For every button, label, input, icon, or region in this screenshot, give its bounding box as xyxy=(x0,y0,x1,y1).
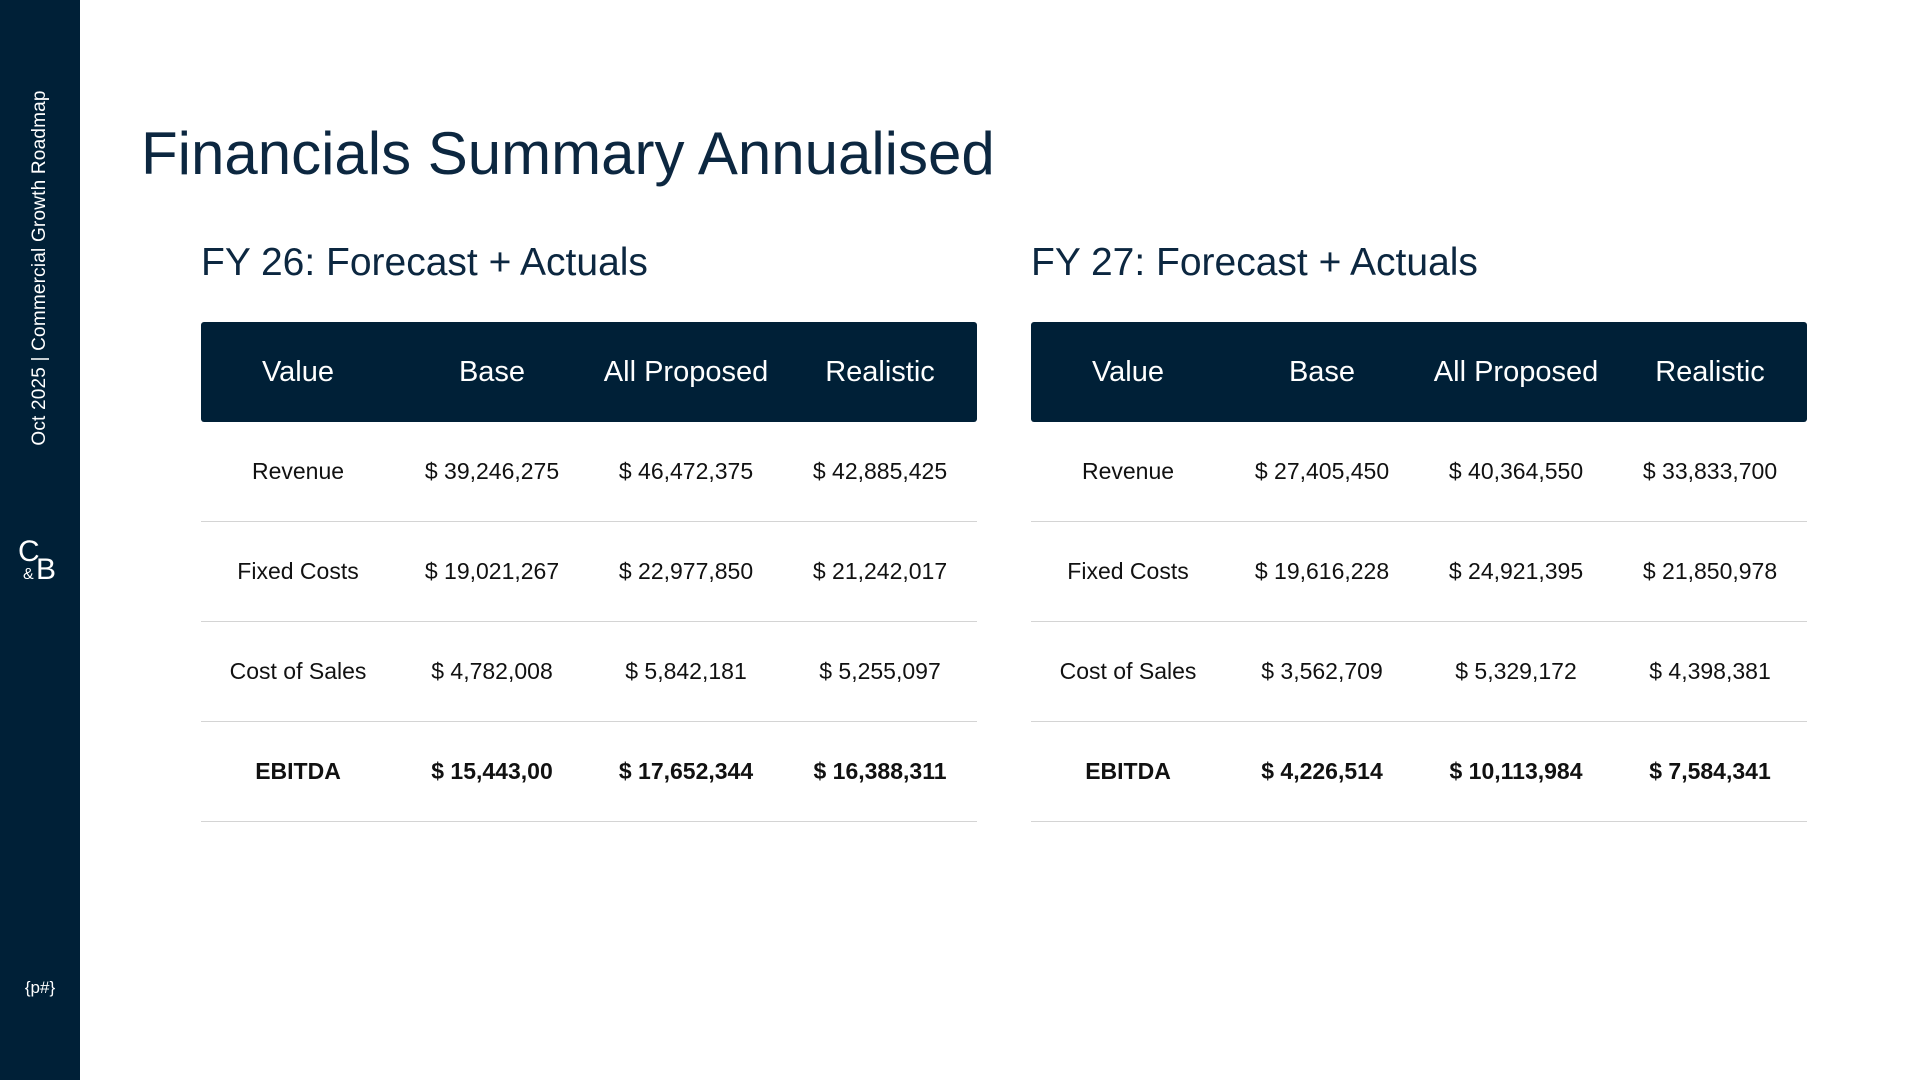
realistic-value: $ 7,584,341 xyxy=(1649,758,1771,784)
logo-ampersand: & xyxy=(23,566,34,583)
fy27-heading: FY 27: Forecast + Actuals xyxy=(1031,241,1478,284)
base-value: $ 15,443,00 xyxy=(431,758,553,784)
column-header-value: Value xyxy=(261,355,335,388)
all-proposed-value: $ 24,921,395 xyxy=(1448,558,1584,584)
sidebar: Oct 2025 | Commercial Growth Roadmap C &… xyxy=(0,0,80,1080)
column-header-base: Base xyxy=(1288,355,1356,388)
table-row-fixed-costs: Fixed Costs $ 19,021,267 $ 22,977,850 $ … xyxy=(201,522,977,622)
sidebar-caption: Oct 2025 | Commercial Growth Roadmap xyxy=(29,90,50,446)
all-proposed-value: $ 46,472,375 xyxy=(618,458,754,484)
fy27-table: Value Base All Proposed Realistic Revenu… xyxy=(1031,322,1807,822)
fy26-table-block: FY 26: Forecast + Actuals Value Base All… xyxy=(201,238,977,822)
cb-logo: C & B xyxy=(14,537,66,593)
logo-letter-c: C xyxy=(18,535,40,568)
realistic-value: $ 16,388,311 xyxy=(813,758,947,784)
row-label: Cost of Sales xyxy=(229,658,367,684)
table-row-revenue: Revenue $ 39,246,275 $ 46,472,375 $ 42,8… xyxy=(201,422,977,522)
all-proposed-value: $ 40,364,550 xyxy=(1448,458,1584,484)
all-proposed-value: $ 17,652,344 xyxy=(618,758,754,784)
column-header-all-proposed: All Proposed xyxy=(603,355,769,388)
table-row-cost-of-sales: Cost of Sales $ 4,782,008 $ 5,842,181 $ … xyxy=(201,622,977,722)
row-label: EBITDA xyxy=(255,758,341,784)
page-title: Financials Summary Annualised xyxy=(141,120,995,187)
table-row-ebitda: EBITDA $ 4,226,514 $ 10,113,984 $ 7,584,… xyxy=(1031,722,1807,822)
fy27-table-block: FY 27: Forecast + Actuals Value Base All… xyxy=(1031,238,1807,822)
logo-letter-b: B xyxy=(36,553,57,586)
realistic-value: $ 33,833,700 xyxy=(1642,458,1778,484)
column-header-realistic: Realistic xyxy=(825,355,935,388)
fy26-heading: FY 26: Forecast + Actuals xyxy=(201,241,648,284)
row-label: Fixed Costs xyxy=(1067,558,1189,584)
base-value: $ 4,226,514 xyxy=(1261,758,1383,784)
all-proposed-value: $ 22,977,850 xyxy=(618,558,754,584)
row-label: Revenue xyxy=(1081,458,1175,484)
base-value: $ 19,616,228 xyxy=(1254,558,1390,584)
base-value: $ 27,405,450 xyxy=(1254,458,1390,484)
realistic-value: $ 42,885,425 xyxy=(812,458,948,484)
row-label: EBITDA xyxy=(1085,758,1171,784)
all-proposed-value: $ 10,113,984 xyxy=(1449,758,1583,784)
table-header-row: Value Base All Proposed Realistic xyxy=(1031,322,1807,422)
table-row-cost-of-sales: Cost of Sales $ 3,562,709 $ 5,329,172 $ … xyxy=(1031,622,1807,722)
column-header-all-proposed: All Proposed xyxy=(1433,355,1599,388)
base-value: $ 39,246,275 xyxy=(424,458,560,484)
column-header-value: Value xyxy=(1091,355,1165,388)
column-header-realistic: Realistic xyxy=(1655,355,1765,388)
column-header-base: Base xyxy=(458,355,526,388)
table-row-ebitda: EBITDA $ 15,443,00 $ 17,652,344 $ 16,388… xyxy=(201,722,977,822)
row-label: Cost of Sales xyxy=(1059,658,1197,684)
realistic-value: $ 4,398,381 xyxy=(1649,658,1771,684)
table-row-revenue: Revenue $ 27,405,450 $ 40,364,550 $ 33,8… xyxy=(1031,422,1807,522)
realistic-value: $ 21,850,978 xyxy=(1642,558,1778,584)
row-label: Fixed Costs xyxy=(237,558,359,584)
realistic-value: $ 21,242,017 xyxy=(812,558,948,584)
row-label: Revenue xyxy=(251,458,345,484)
all-proposed-value: $ 5,329,172 xyxy=(1455,658,1577,684)
all-proposed-value: $ 5,842,181 xyxy=(625,658,747,684)
page-number-placeholder: {p#} xyxy=(24,978,56,997)
base-value: $ 3,562,709 xyxy=(1261,658,1383,684)
fy26-table: Value Base All Proposed Realistic Revenu… xyxy=(201,322,977,822)
base-value: $ 19,021,267 xyxy=(424,558,560,584)
realistic-value: $ 5,255,097 xyxy=(819,658,941,684)
base-value: $ 4,782,008 xyxy=(431,658,553,684)
table-header-row: Value Base All Proposed Realistic xyxy=(201,322,977,422)
table-row-fixed-costs: Fixed Costs $ 19,616,228 $ 24,921,395 $ … xyxy=(1031,522,1807,622)
